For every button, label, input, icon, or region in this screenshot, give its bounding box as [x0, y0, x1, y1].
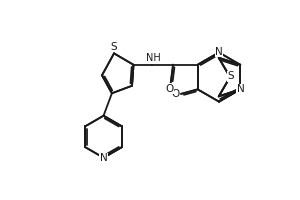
Text: S: S — [227, 71, 234, 81]
Text: NH: NH — [146, 53, 161, 63]
Text: S: S — [110, 42, 117, 52]
Text: N: N — [100, 153, 107, 163]
Text: N: N — [215, 47, 223, 57]
Text: O: O — [165, 84, 173, 94]
Text: N: N — [237, 84, 245, 94]
Text: O: O — [172, 89, 180, 99]
